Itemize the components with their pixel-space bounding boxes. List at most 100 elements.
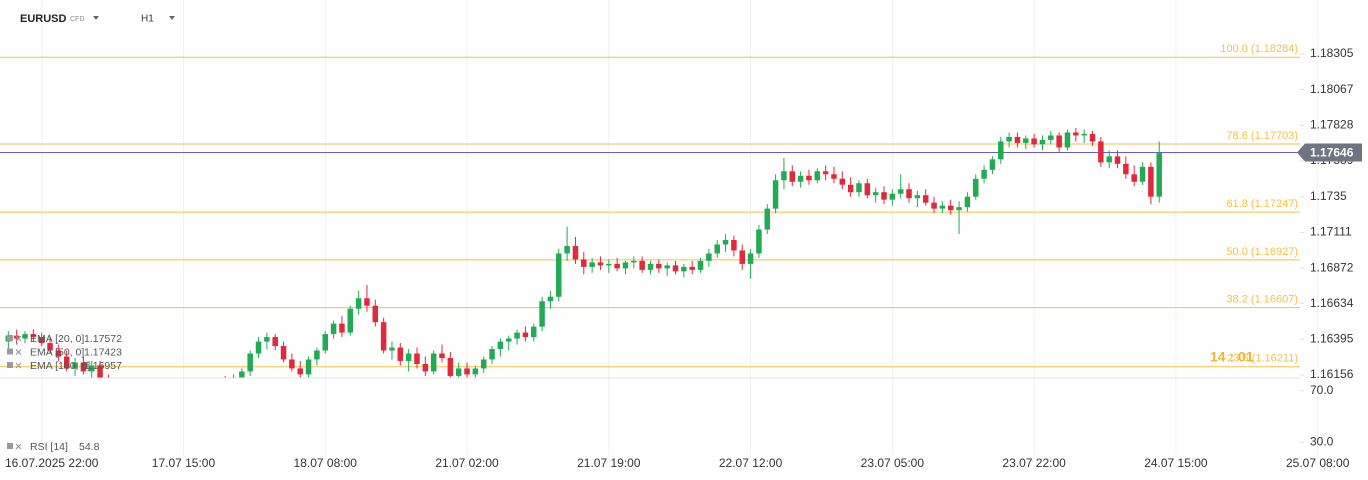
candle-body — [731, 240, 737, 251]
candle-body — [497, 341, 504, 350]
candle-body — [764, 208, 771, 230]
candle-body — [1139, 166, 1146, 182]
candle-body — [989, 159, 996, 170]
y-tick-label: 1.16634 — [1310, 296, 1354, 310]
candle-body — [264, 337, 270, 342]
candle-body — [897, 189, 904, 194]
candle-body — [455, 368, 462, 376]
y-tick-label: 1.18067 — [1310, 82, 1354, 96]
interval[interactable]: H1 — [141, 14, 154, 25]
candle-body — [789, 171, 796, 182]
candle-body — [80, 362, 87, 372]
candle-body — [305, 359, 312, 375]
legend-value: 1.17423 — [84, 346, 122, 358]
y-tick-label: 1.16395 — [1310, 331, 1354, 345]
x-tick-label: 23.07 05:00 — [861, 456, 925, 470]
candle-body — [1064, 132, 1071, 148]
symbol[interactable]: EURUSD — [20, 13, 67, 25]
candle-body — [255, 341, 262, 354]
legend-icon — [7, 443, 13, 449]
interval-dropdown[interactable] — [169, 16, 175, 20]
candle-body — [914, 195, 921, 199]
candle-body — [197, 388, 203, 392]
candle-body — [147, 397, 153, 407]
candle-body — [689, 266, 695, 270]
candle-body — [322, 334, 329, 351]
candle-body — [30, 334, 37, 338]
x-tick-label: 21.07 19:00 — [577, 456, 641, 470]
candle-body — [881, 192, 887, 200]
candle-body — [906, 189, 912, 199]
fib-label: 23.6 (1.16211) — [1227, 353, 1298, 365]
candle-body — [814, 171, 821, 181]
candle-body — [981, 169, 987, 179]
candle-body — [430, 353, 437, 372]
symbol-dropdown[interactable] — [93, 16, 99, 20]
legend-name: EMA [100, 0] — [30, 360, 90, 372]
candle-body — [122, 389, 128, 393]
candle-body — [1114, 156, 1121, 164]
candle-body — [397, 347, 404, 361]
candle-body — [272, 337, 278, 347]
candle-body — [530, 326, 537, 338]
legend-close — [15, 349, 22, 355]
rsi-tick-label: 30.0 — [1310, 434, 1334, 448]
last-price-label: 1.17646 — [1310, 146, 1354, 160]
candle-body — [1089, 133, 1096, 142]
candle-body — [464, 368, 470, 375]
candle-body — [222, 382, 228, 385]
candle-body — [131, 389, 137, 399]
x-tick-label: 25.07 08:00 — [1286, 456, 1350, 470]
x-tick-label: 21.07 02:00 — [435, 456, 499, 470]
legend-name: EMA [20, 0] — [30, 333, 84, 345]
legend-close — [15, 362, 22, 369]
candle-body — [172, 394, 178, 398]
y-tick-label: 1.16872 — [1310, 260, 1354, 274]
candle-body — [330, 323, 337, 335]
x-tick-label: 18.07 08:00 — [294, 456, 358, 470]
fib-label: 38.2 (1.16607) — [1226, 294, 1298, 306]
candle-body — [339, 323, 345, 333]
candle-body — [414, 353, 420, 364]
rsi-name: RSI [14] — [30, 441, 68, 453]
candle-body — [572, 245, 579, 260]
legend-icon — [7, 348, 13, 355]
candle-body — [380, 322, 387, 351]
candle-body — [972, 178, 979, 197]
candle-body — [631, 260, 637, 263]
candle-body — [806, 175, 812, 181]
legend-icon — [7, 362, 13, 368]
legend-name: EMA [50, 0] — [30, 346, 84, 358]
x-tick-label: 24.07 15:00 — [1144, 456, 1208, 470]
y-tick-label: 1.18305 — [1310, 46, 1354, 60]
legend-value: 1.17572 — [84, 333, 122, 345]
axes: 16.07.2025 22:00 17.07 15:00 18.07 08:00 21… — [5, 43, 1362, 470]
y-tick-label: 1.17111 — [1310, 225, 1352, 239]
candle-body — [656, 263, 662, 269]
candle-body — [1148, 166, 1154, 197]
candle-body — [539, 301, 545, 327]
candle-body — [864, 183, 871, 196]
candle-body — [422, 363, 429, 372]
candle-body — [639, 260, 645, 270]
x-tick-label: 17.07 15:00 — [152, 456, 216, 470]
countdown: 14 : 01 — [1210, 349, 1254, 365]
rsi-tick-label: 70.0 — [1310, 383, 1334, 397]
fib-label: 61.8 (1.17247) — [1226, 198, 1298, 210]
candle-body — [1156, 152, 1162, 197]
candle-body — [589, 262, 595, 267]
fib-label: 78.6 (1.17703) — [1226, 130, 1298, 142]
candle-body — [63, 356, 70, 369]
candle-body — [947, 205, 954, 211]
candle-body — [831, 174, 837, 179]
candle-body — [664, 265, 670, 269]
candle-body — [22, 334, 28, 339]
candle-body — [606, 263, 612, 266]
candle-body — [314, 350, 320, 360]
candle-body — [1039, 139, 1046, 145]
candle-body — [1006, 136, 1012, 142]
candle-body — [822, 171, 829, 175]
candle-body — [547, 296, 554, 302]
